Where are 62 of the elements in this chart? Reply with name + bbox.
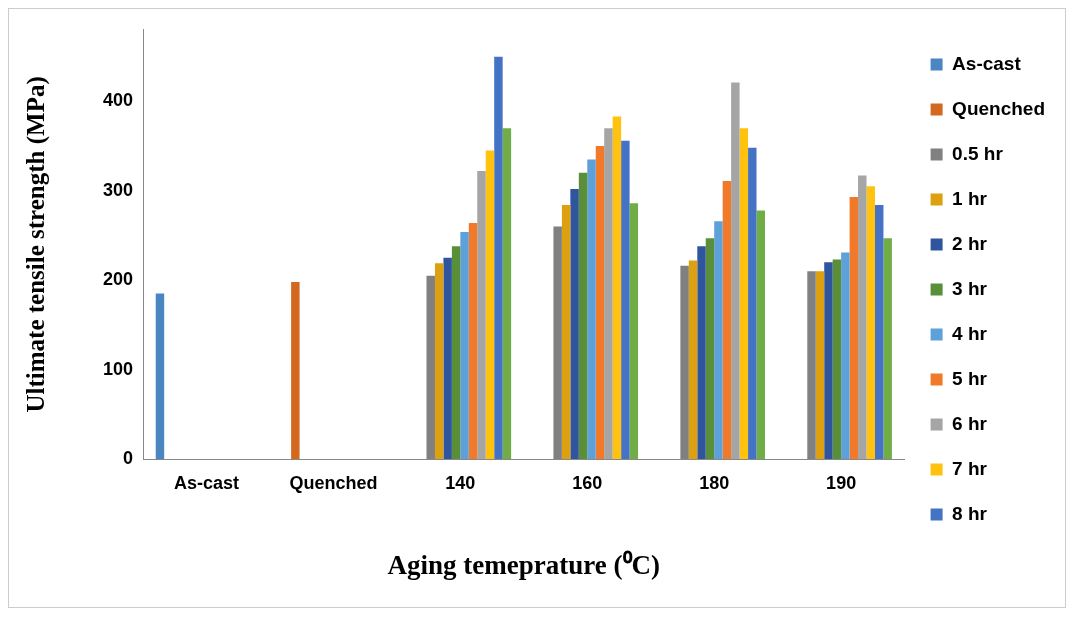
bar bbox=[443, 257, 452, 459]
legend-label: 0.5 hr bbox=[952, 142, 1004, 164]
bar bbox=[815, 271, 825, 459]
legend-label: 2 hr bbox=[952, 232, 988, 254]
bar bbox=[629, 203, 639, 459]
bar bbox=[748, 147, 757, 459]
y-tick-label: 300 bbox=[102, 179, 134, 200]
bar bbox=[612, 116, 622, 459]
bar bbox=[722, 180, 732, 459]
bar bbox=[434, 263, 444, 459]
bar bbox=[291, 281, 300, 459]
x-tick-label: Quenched bbox=[289, 472, 378, 493]
bar bbox=[832, 259, 842, 459]
bar bbox=[849, 197, 859, 459]
y-tick-label: 200 bbox=[102, 269, 134, 290]
x-tick-label: 190 bbox=[826, 472, 857, 493]
bar bbox=[866, 186, 875, 459]
bar bbox=[578, 172, 588, 459]
bar bbox=[477, 171, 486, 459]
bar bbox=[841, 252, 850, 459]
legend-label: 7 hr bbox=[952, 457, 988, 479]
legend-label: 6 hr bbox=[952, 412, 988, 434]
x-tick-label: As-cast bbox=[173, 472, 240, 493]
bar bbox=[485, 150, 495, 459]
bar bbox=[468, 222, 478, 459]
bar bbox=[714, 221, 723, 459]
bar bbox=[587, 159, 596, 459]
bar bbox=[731, 82, 740, 459]
x-tick-label: 180 bbox=[699, 472, 730, 493]
legend-label: 1 hr bbox=[952, 187, 988, 209]
x-axis-title: Aging temeprature (⁰C) bbox=[387, 549, 661, 580]
bar bbox=[756, 210, 765, 459]
x-tick-label: 140 bbox=[445, 472, 476, 493]
bar bbox=[595, 146, 605, 459]
bar bbox=[561, 205, 571, 459]
bar bbox=[874, 205, 884, 459]
legend-label: Quenched bbox=[952, 97, 1045, 119]
legend-label: As-cast bbox=[952, 52, 1022, 74]
bar bbox=[621, 140, 630, 459]
bar bbox=[824, 262, 833, 459]
y-tick-label: 100 bbox=[102, 358, 134, 379]
bar bbox=[460, 231, 469, 459]
bar bbox=[705, 238, 715, 459]
bar bbox=[697, 246, 706, 459]
legend-label: 4 hr bbox=[952, 322, 988, 344]
bar bbox=[858, 175, 867, 459]
legend-label: 8 hr bbox=[952, 502, 988, 524]
bar bbox=[883, 238, 892, 459]
bar bbox=[739, 128, 749, 459]
bar bbox=[570, 188, 579, 459]
y-tick-label: 400 bbox=[102, 90, 134, 111]
bar bbox=[494, 56, 503, 459]
bar bbox=[604, 128, 613, 459]
legend-label: 3 hr bbox=[952, 277, 988, 299]
bar bbox=[688, 260, 698, 459]
bar bbox=[451, 246, 461, 459]
y-axis-title: Ultimate tensile strength (MPa) bbox=[22, 76, 51, 413]
legend-label: 5 hr bbox=[952, 367, 988, 389]
y-tick-label: 0 bbox=[123, 447, 134, 468]
bar bbox=[155, 293, 165, 459]
bar bbox=[502, 128, 512, 459]
x-tick-label: 160 bbox=[572, 472, 603, 493]
